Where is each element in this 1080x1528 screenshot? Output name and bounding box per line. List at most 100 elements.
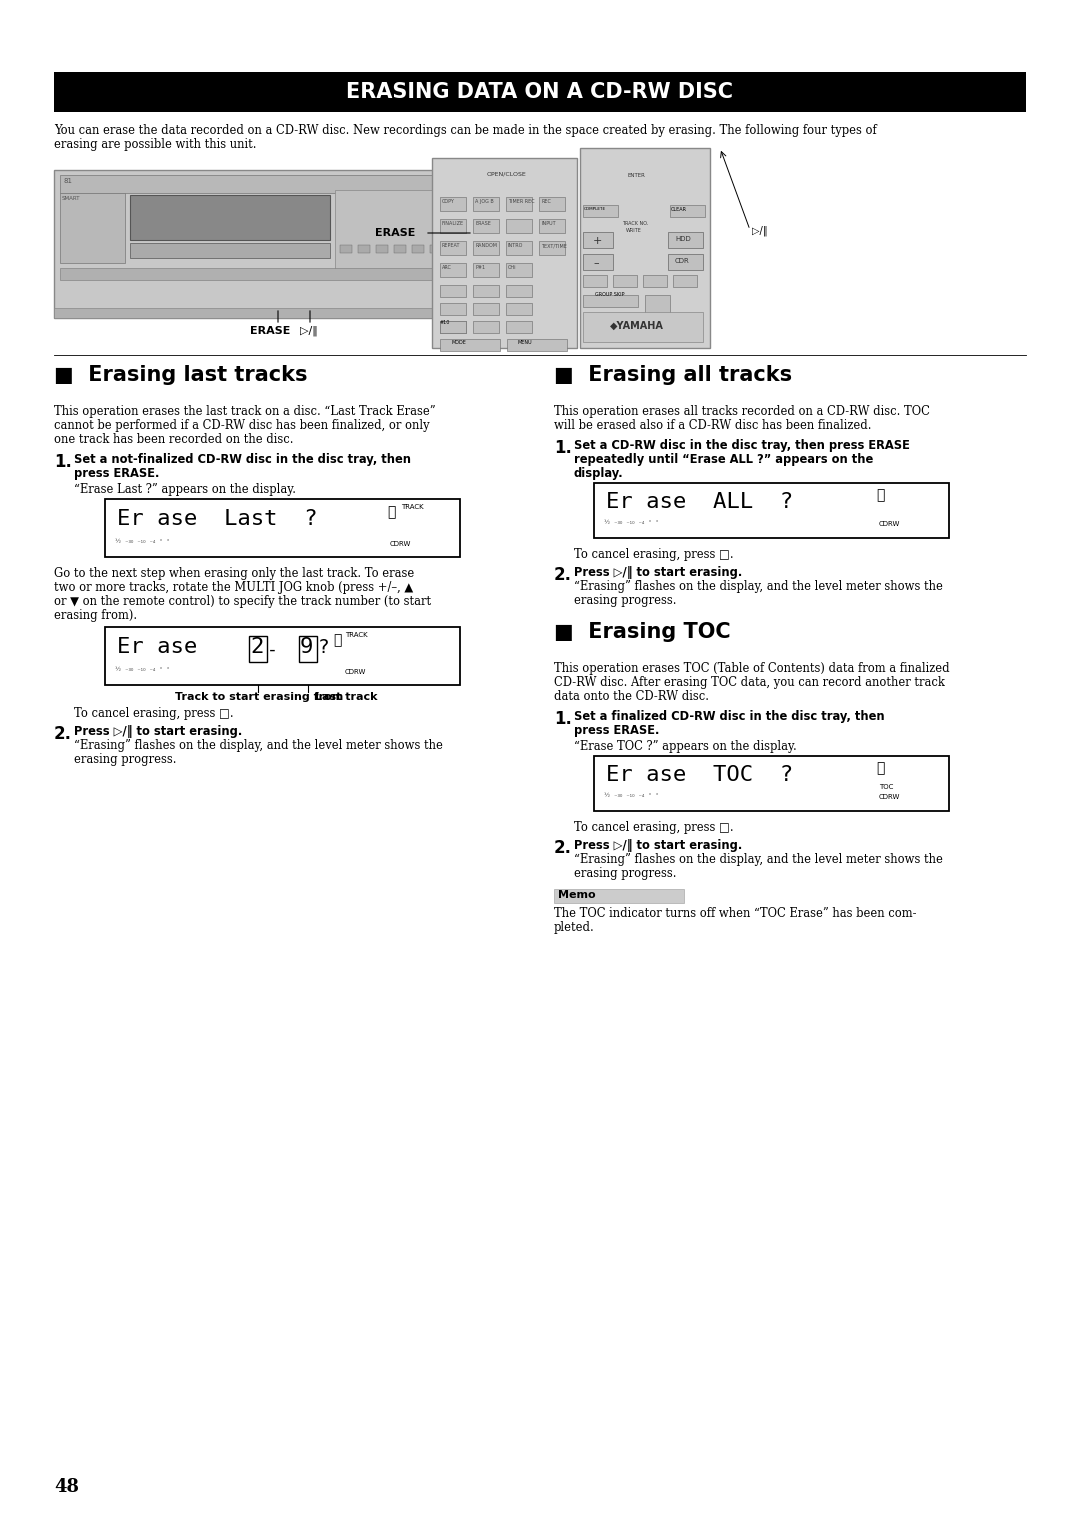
Text: 9: 9	[300, 637, 313, 657]
Text: This operation erases the last track on a disc. “Last Track Erase”: This operation erases the last track on …	[54, 405, 435, 419]
Bar	[507, 303, 532, 315]
Text: ✱: ✱	[876, 487, 885, 503]
Text: To cancel erasing, press □.: To cancel erasing, press □.	[75, 707, 233, 720]
Bar	[440, 219, 465, 232]
Bar	[105, 626, 460, 685]
Text: Last track: Last track	[315, 692, 378, 701]
Circle shape	[100, 274, 110, 283]
Text: INTRO: INTRO	[508, 243, 524, 248]
Circle shape	[492, 167, 515, 189]
Text: ?: ?	[318, 639, 329, 657]
Text: erasing are possible with this unit.: erasing are possible with this unit.	[54, 138, 257, 151]
Text: REC: REC	[541, 199, 551, 205]
Bar	[583, 205, 618, 217]
Circle shape	[255, 274, 265, 283]
Text: CHi: CHi	[508, 264, 516, 270]
Text: RANDOM: RANDOM	[475, 243, 497, 248]
Text: cannot be performed if a CD-RW disc has been finalized, or only: cannot be performed if a CD-RW disc has …	[54, 419, 430, 432]
Bar	[473, 286, 499, 296]
Text: 2.: 2.	[554, 839, 572, 857]
Bar	[669, 254, 703, 270]
Text: 1.: 1.	[554, 711, 572, 727]
Bar	[473, 303, 499, 315]
Text: 2.: 2.	[54, 724, 72, 743]
Bar	[583, 312, 703, 342]
Bar	[507, 263, 532, 277]
Text: –: –	[593, 258, 598, 267]
Text: CD-RW disc. After erasing TOC data, you can record another track: CD-RW disc. After erasing TOC data, you …	[554, 675, 945, 689]
Bar	[440, 286, 465, 296]
Text: A JOG B: A JOG B	[475, 199, 494, 205]
Text: Set a finalized CD-RW disc in the disc tray, then: Set a finalized CD-RW disc in the disc t…	[573, 711, 885, 723]
Bar	[507, 241, 532, 255]
Bar	[394, 244, 406, 254]
Bar	[643, 275, 667, 287]
Bar	[669, 232, 703, 248]
Circle shape	[361, 202, 389, 229]
Bar	[60, 193, 125, 263]
Text: Er ase  TOC  ?: Er ase TOC ?	[606, 766, 793, 785]
Bar	[54, 170, 484, 318]
Text: ✱: ✱	[387, 504, 395, 520]
Text: CDRW: CDRW	[879, 521, 901, 527]
Bar	[583, 254, 613, 270]
Text: HDD: HDD	[675, 235, 691, 241]
Text: SMART: SMART	[62, 196, 81, 202]
Text: FINALIZE: FINALIZE	[442, 222, 464, 226]
Text: MENU: MENU	[517, 341, 531, 345]
Text: CDRW: CDRW	[345, 669, 366, 675]
Text: ERASE: ERASE	[375, 228, 416, 238]
Text: erasing progress.: erasing progress.	[573, 594, 676, 607]
Bar	[539, 219, 565, 232]
Text: ½  ₋₃₀  ₋₁₀  ₋₄  °  °: ½ ₋₃₀ ₋₁₀ ₋₄ ° °	[604, 793, 659, 798]
Bar	[507, 219, 532, 232]
Text: Memo: Memo	[558, 889, 596, 900]
Circle shape	[623, 157, 667, 202]
Text: Set a not-finalized CD-RW disc in the disc tray, then: Set a not-finalized CD-RW disc in the di…	[75, 452, 411, 466]
Bar	[539, 197, 565, 211]
Bar	[670, 205, 705, 217]
Text: one track has been recorded on the disc.: one track has been recorded on the disc.	[54, 432, 294, 446]
Circle shape	[75, 274, 85, 283]
Text: To cancel erasing, press □.: To cancel erasing, press □.	[573, 821, 733, 834]
Text: Go to the next step when erasing only the last track. To erase: Go to the next step when erasing only th…	[54, 567, 415, 581]
Text: TEXT/TIME: TEXT/TIME	[541, 243, 567, 248]
Text: -: -	[267, 642, 278, 659]
Text: +: +	[593, 235, 603, 246]
Text: erasing progress.: erasing progress.	[573, 866, 676, 880]
Text: ENTER: ENTER	[627, 173, 645, 177]
Bar	[440, 303, 465, 315]
Bar	[583, 275, 607, 287]
Bar	[507, 286, 532, 296]
Text: display.: display.	[573, 468, 623, 480]
Circle shape	[225, 274, 235, 283]
Circle shape	[150, 274, 160, 283]
Circle shape	[635, 170, 654, 189]
Text: CLEAR: CLEAR	[671, 206, 687, 212]
Text: TOC: TOC	[879, 784, 893, 790]
Text: This operation erases TOC (Table of Contents) data from a finalized: This operation erases TOC (Table of Cont…	[554, 662, 949, 675]
Circle shape	[418, 228, 442, 252]
Text: Er ase  ALL  ?: Er ase ALL ?	[606, 492, 793, 512]
Bar	[357, 244, 370, 254]
Bar	[673, 275, 697, 287]
Bar	[340, 244, 352, 254]
Bar	[440, 321, 465, 333]
Text: press ERASE.: press ERASE.	[573, 724, 660, 736]
Bar	[430, 244, 442, 254]
Text: ✱: ✱	[333, 633, 341, 646]
Text: Press ▷/‖ to start erasing.: Press ▷/‖ to start erasing.	[573, 839, 742, 853]
Text: “Erase TOC ?” appears on the display.: “Erase TOC ?” appears on the display.	[573, 740, 797, 753]
Bar	[440, 339, 500, 351]
Text: ■  Erasing all tracks: ■ Erasing all tracks	[554, 365, 792, 385]
Text: CDR: CDR	[675, 258, 690, 264]
Text: Set a CD-RW disc in the disc tray, then press ERASE: Set a CD-RW disc in the disc tray, then …	[573, 439, 909, 452]
Text: GROUP SKIP: GROUP SKIP	[595, 292, 624, 296]
Text: To cancel erasing, press □.: To cancel erasing, press □.	[573, 549, 733, 561]
Text: will be erased also if a CD-RW disc has been finalized.: will be erased also if a CD-RW disc has …	[554, 419, 872, 432]
Text: erasing from).: erasing from).	[54, 610, 137, 622]
Bar	[473, 219, 499, 232]
Text: pleted.: pleted.	[554, 921, 595, 934]
Bar	[440, 241, 465, 255]
Circle shape	[125, 274, 135, 283]
